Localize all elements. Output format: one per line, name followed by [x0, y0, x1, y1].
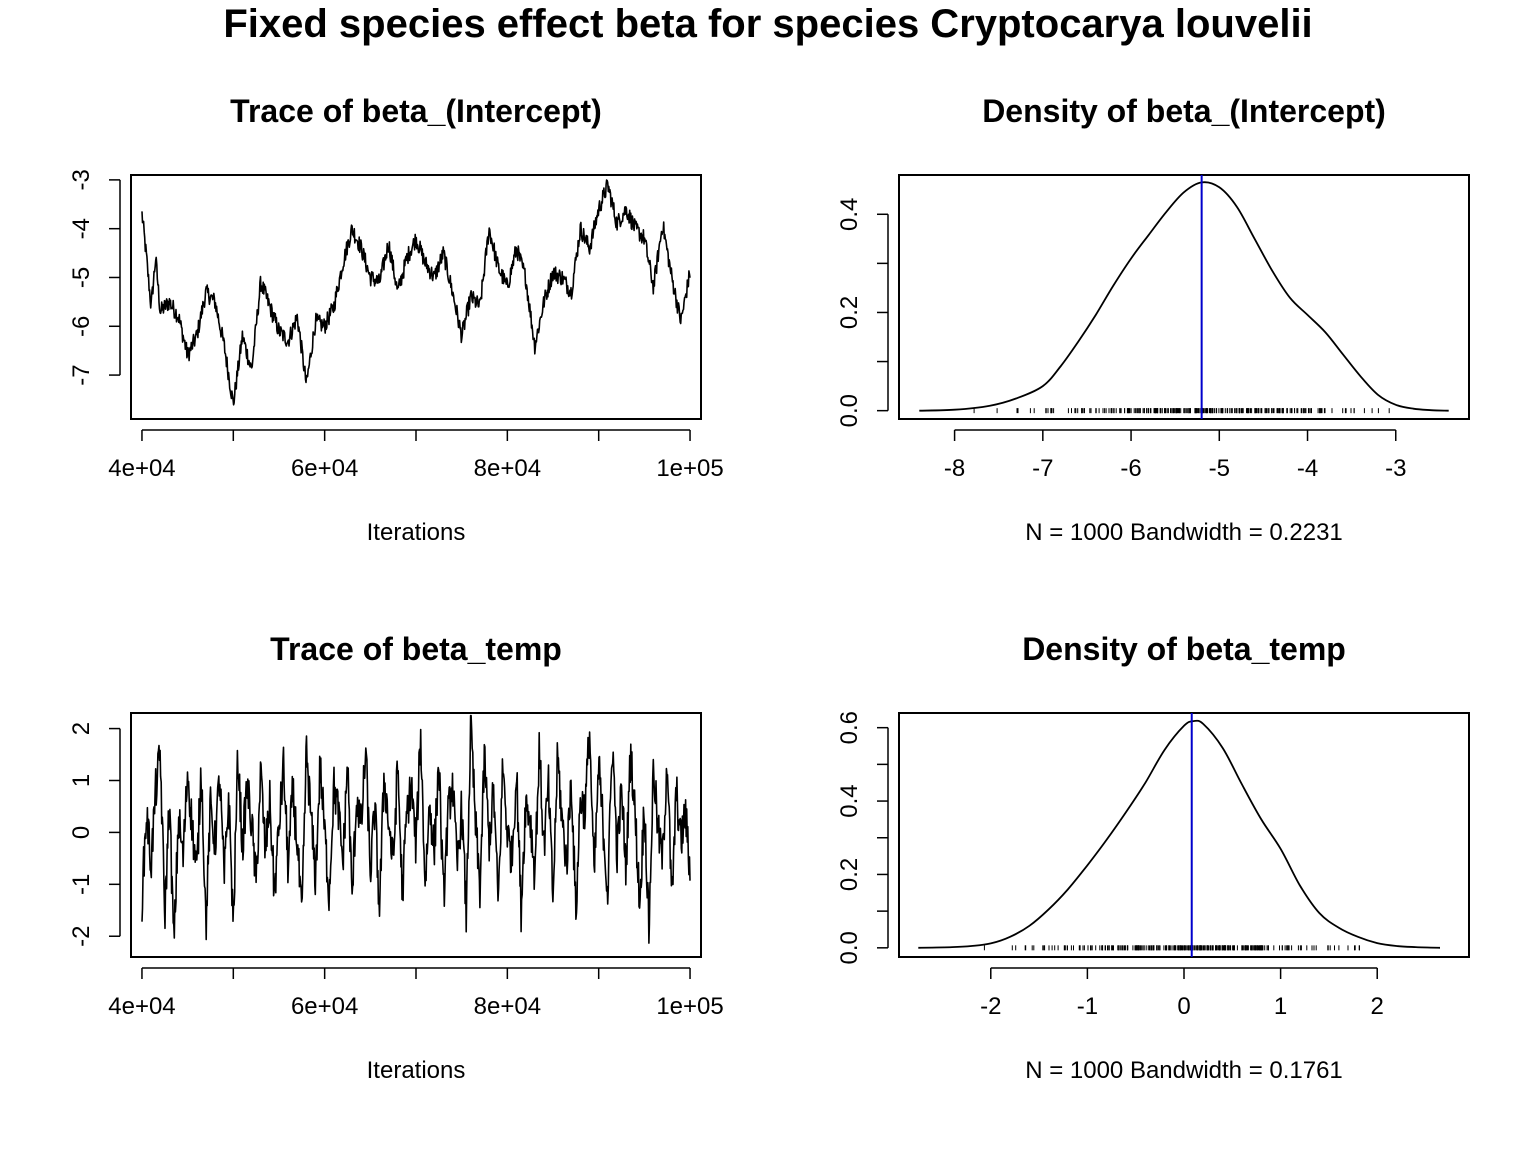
y-tick-label: -7	[68, 364, 95, 385]
x-tick-label: -3	[1385, 455, 1406, 482]
panel-title: Density of beta_temp	[1022, 631, 1346, 667]
y-tick-label: -1	[68, 874, 95, 895]
x-tick-label: 4e+04	[108, 993, 175, 1020]
x-axis-label: Iterations	[367, 1057, 466, 1084]
x-tick-label: 6e+04	[291, 993, 358, 1020]
trace-line	[141, 714, 691, 944]
plot-frame	[898, 712, 1470, 958]
x-tick-label: -1	[1077, 993, 1098, 1020]
panel-title: Trace of beta_temp	[270, 631, 562, 667]
y-tick-label: -6	[68, 316, 95, 337]
y-tick-label: 0.0	[836, 394, 863, 427]
y-tick-label: 0.2	[836, 296, 863, 329]
x-axis-label: N = 1000 Bandwidth = 0.1761	[1025, 1057, 1343, 1084]
x-tick-label: 6e+04	[291, 455, 358, 482]
y-tick-label: -2	[68, 926, 95, 947]
panel-2: Density of beta_(Intercept) -8 -7 -6 -5 -4 -3 0…	[836, 93, 1470, 546]
trace-line	[141, 179, 691, 406]
y-tick-label: 0.4	[836, 784, 863, 817]
y-tick-label: 1	[68, 774, 95, 787]
panel-1: Trace of beta_(Intercept) 4e+04 6e+04 8e+04…	[68, 93, 724, 546]
density-curve	[919, 181, 1449, 412]
x-tick-label: -5	[1209, 455, 1230, 482]
panel-4: Density of beta_temp -2 -1 0 1 2 0.0 0.2 0.4 0.6 N…	[836, 631, 1470, 1084]
density-curve	[918, 719, 1441, 949]
x-tick-label: 1	[1274, 993, 1287, 1020]
x-tick-label: -8	[944, 455, 965, 482]
panel-3: Trace of beta_temp 4e+04 6e+04 8e+04 1e+05 -2…	[68, 631, 724, 1084]
main-title: Fixed species effect beta for species Cr…	[223, 2, 1313, 46]
plot-frame	[130, 174, 702, 420]
panel-title: Density of beta_(Intercept)	[982, 93, 1386, 129]
panel-title: Trace of beta_(Intercept)	[230, 93, 602, 129]
y-tick-label: 0.2	[836, 858, 863, 891]
y-tick-label: -5	[68, 267, 95, 288]
x-tick-label: 2	[1371, 993, 1384, 1020]
x-tick-label: -7	[1032, 455, 1053, 482]
y-tick-label: -4	[68, 218, 95, 239]
x-tick-label: -4	[1297, 455, 1318, 482]
plot-frame	[130, 712, 702, 958]
y-tick-label: -3	[68, 169, 95, 190]
x-tick-label: -2	[980, 993, 1001, 1020]
x-tick-label: 8e+04	[474, 455, 541, 482]
y-tick-label: 0	[68, 826, 95, 839]
x-tick-label: 4e+04	[108, 455, 175, 482]
x-tick-label: 8e+04	[474, 993, 541, 1020]
x-axis-label: Iterations	[367, 519, 466, 546]
x-axis-label: N = 1000 Bandwidth = 0.2231	[1025, 519, 1343, 546]
y-tick-label: 0.4	[836, 198, 863, 231]
y-tick-label: 0.0	[836, 931, 863, 964]
x-tick-label: 1e+05	[656, 993, 723, 1020]
y-tick-label: 0.6	[836, 711, 863, 744]
y-tick-label: 2	[68, 722, 95, 735]
x-tick-label: 0	[1177, 993, 1190, 1020]
x-tick-label: -6	[1120, 455, 1141, 482]
plot-frame	[898, 174, 1470, 420]
x-tick-label: 1e+05	[656, 455, 723, 482]
